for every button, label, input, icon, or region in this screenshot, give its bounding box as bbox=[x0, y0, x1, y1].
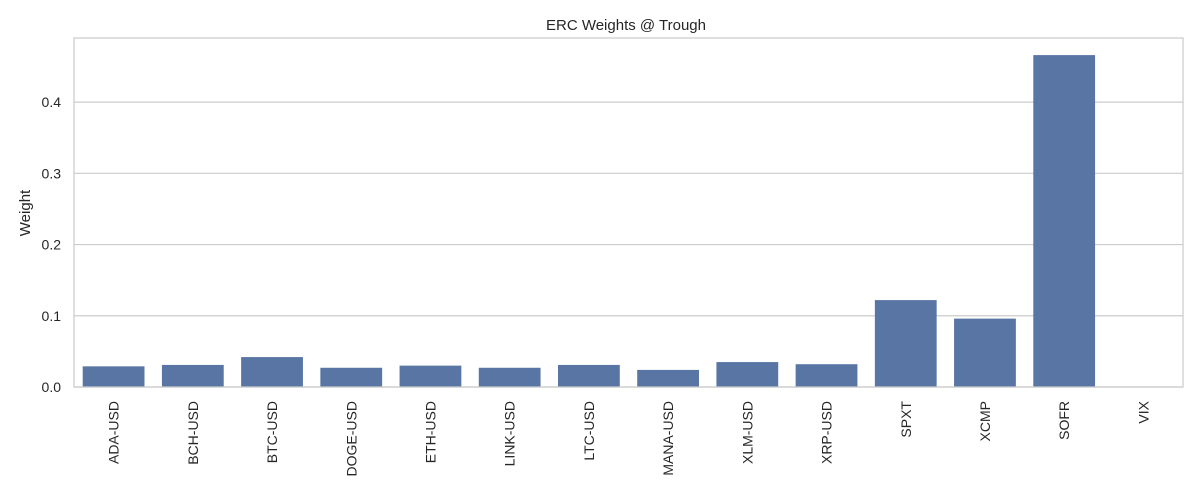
y-tick-label: 0.0 bbox=[42, 379, 62, 395]
chart-title: ERC Weights @ Trough bbox=[546, 17, 706, 34]
x-axis-ticks: ADA-USD BCH-USD BTC-USD DOGE-USD ETH-USD LINK… bbox=[106, 400, 1152, 476]
x-tick-label: XRP-USD bbox=[819, 401, 835, 464]
bars bbox=[82, 55, 1096, 388]
bar-spxt bbox=[874, 300, 937, 387]
bar-mana-usd bbox=[637, 369, 700, 387]
bar-ltc-usd bbox=[557, 364, 620, 387]
x-tick-label: XCMP bbox=[977, 401, 993, 441]
x-tick-label: ETH-USD bbox=[422, 401, 438, 463]
x-tick-label: MANA-USD bbox=[660, 401, 676, 476]
x-tick-label: DOGE-USD bbox=[343, 401, 359, 476]
y-tick-label: 0.1 bbox=[42, 308, 62, 324]
y-axis-ticks: 0.0 0.1 0.2 0.3 0.4 bbox=[42, 94, 62, 395]
bar-xrp-usd bbox=[795, 364, 858, 387]
y-tick-label: 0.3 bbox=[42, 165, 62, 181]
x-tick-label: LTC-USD bbox=[581, 401, 597, 461]
x-tick-label: LINK-USD bbox=[502, 401, 518, 466]
bar-sofr bbox=[1033, 55, 1096, 388]
y-tick-label: 0.4 bbox=[42, 94, 62, 110]
bar-eth-usd bbox=[399, 365, 462, 387]
y-axis-label: Weight bbox=[17, 189, 34, 236]
y-tick-label: 0.2 bbox=[42, 237, 62, 253]
x-tick-label: SPXT bbox=[898, 401, 914, 438]
bar-ada-usd bbox=[82, 366, 145, 387]
plot-frame bbox=[73, 37, 1184, 388]
bar-link-usd bbox=[478, 367, 541, 387]
bar-xcmp bbox=[954, 318, 1016, 387]
x-tick-label: ADA-USD bbox=[106, 401, 122, 464]
x-tick-label: VIX bbox=[1135, 400, 1151, 423]
x-tick-label: BTC-USD bbox=[264, 401, 280, 463]
x-tick-label: SOFR bbox=[1056, 401, 1072, 440]
grid-lines bbox=[74, 101, 1183, 388]
bar-bch-usd bbox=[161, 364, 224, 387]
bar-btc-usd bbox=[241, 357, 303, 387]
bar-xlm-usd bbox=[716, 362, 779, 387]
x-tick-label: BCH-USD bbox=[185, 401, 201, 465]
bar-doge-usd bbox=[320, 367, 383, 387]
x-tick-label: XLM-USD bbox=[739, 401, 755, 464]
